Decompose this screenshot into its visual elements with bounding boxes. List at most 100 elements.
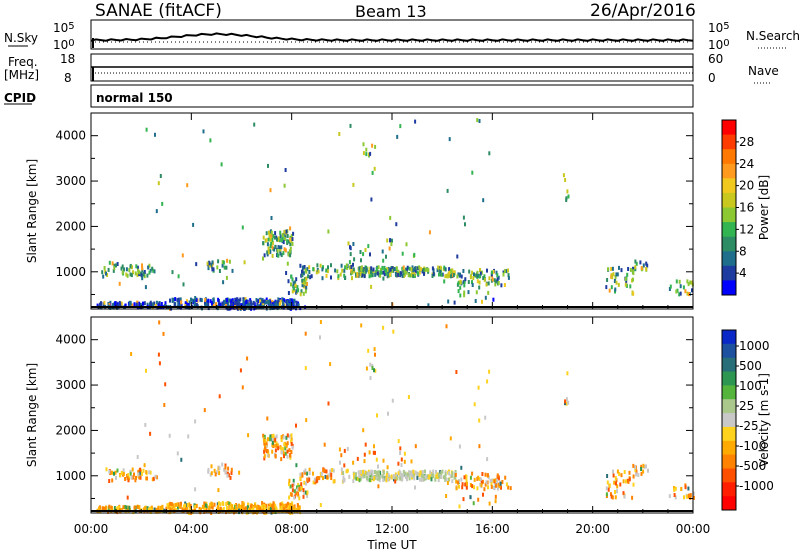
velocity-data-cell (355, 472, 357, 477)
velocity-data-cell (494, 499, 497, 504)
freq-label-1: Freq. (8, 55, 38, 69)
velocity-data-cell (382, 325, 385, 330)
velocity-colorbar-label: Velocity [m s-1] (757, 373, 771, 467)
velocity-data-cell (397, 461, 400, 466)
velocity-data-cell (372, 450, 375, 455)
velocity-data-cell (306, 477, 309, 482)
power-data-cell (483, 274, 486, 279)
velocity-data-cell (387, 472, 390, 477)
power-colorbar-segment (722, 280, 736, 296)
noise-tick-right-bottom: 100 (708, 38, 730, 52)
velocity-data-cell (370, 469, 373, 474)
velocity-data-cell (401, 476, 404, 481)
velocity-data-cell (449, 474, 452, 479)
power-ytick-label: 1000 (55, 265, 86, 279)
power-data-cell (397, 272, 400, 277)
velocity-colorbar-segment (722, 426, 736, 442)
velocity-data-cell (302, 488, 305, 493)
power-data-cell (432, 271, 435, 276)
velocity-data-cell (495, 483, 498, 488)
velocity-data-cell (303, 470, 306, 475)
velocity-data-cell (288, 482, 290, 487)
power-data-cell (437, 265, 440, 270)
power-data-cell (289, 253, 292, 258)
power-data-cell (137, 268, 140, 273)
power-data-cell (610, 267, 613, 271)
velocity-data-cell (142, 468, 145, 473)
power-ylabel: Slant Range [km] (25, 159, 39, 263)
velocity-data-cell (425, 474, 427, 479)
power-data-cell (617, 282, 620, 287)
power-data-cell (284, 234, 287, 239)
velocity-data-cell (287, 505, 290, 510)
velocity-data-cell (610, 494, 613, 499)
power-data-cell (297, 288, 300, 293)
power-data-cell (281, 238, 284, 242)
velocity-data-cell (685, 494, 688, 499)
velocity-data-cell (189, 503, 192, 508)
velocity-data-cell (428, 474, 431, 479)
power-data-cell (450, 269, 453, 274)
power-data-cell (136, 273, 139, 278)
power-data-cell (343, 273, 346, 278)
power-data-cell (686, 291, 689, 296)
velocity-data-cell (488, 501, 491, 506)
velocity-data-cell (158, 320, 161, 325)
velocity-data-cell (622, 491, 625, 496)
power-data-cell (625, 283, 628, 288)
power-data-cell (679, 284, 682, 289)
power-data-cell (618, 265, 620, 270)
power-data-cell (495, 270, 498, 275)
velocity-data-cell (313, 477, 316, 482)
velocity-data-cell (289, 503, 292, 508)
power-data-cell (471, 283, 474, 287)
velocity-data-cell (373, 347, 376, 352)
power-data-cell (478, 280, 481, 285)
power-data-cell (304, 280, 307, 285)
velocity-data-cell (408, 470, 411, 475)
velocity-data-cell (229, 475, 232, 480)
velocity-data-cell (137, 469, 140, 474)
power-data-cell (297, 303, 300, 308)
power-data-cell (141, 276, 144, 281)
velocity-data-cell (209, 502, 212, 507)
velocity-data-cell (486, 480, 489, 485)
power-data-cell (142, 272, 145, 277)
power-data-cell (259, 299, 262, 304)
velocity-data-cell (184, 507, 187, 512)
power-data-cell (493, 278, 496, 283)
power-data-cell (471, 280, 473, 285)
velocity-data-cell (434, 477, 437, 482)
velocity-data-cell (431, 473, 434, 478)
power-data-cell (223, 299, 226, 304)
power-data-cell (490, 270, 493, 275)
power-data-cell (123, 267, 125, 272)
velocity-data-cell (246, 505, 249, 510)
velocity-data-cell (356, 456, 359, 461)
power-data-cell (349, 123, 352, 128)
velocity-data-cell (219, 502, 222, 507)
velocity-data-cell (365, 470, 367, 475)
velocity-data-cell (343, 448, 346, 453)
power-data-cell (283, 247, 286, 252)
power-data-cell (460, 274, 463, 279)
power-data-cell (350, 265, 353, 269)
power-data-cell (356, 271, 359, 276)
power-data-cell (367, 244, 370, 249)
velocity-data-cell (115, 475, 117, 480)
power-data-cell (268, 230, 270, 235)
velocity-data-cell (263, 434, 266, 439)
power-data-cell (315, 270, 318, 275)
power-data-cell (336, 269, 339, 274)
power-ytick-label: 4000 (55, 129, 86, 143)
velocity-data-cell (674, 486, 677, 491)
velocity-data-cell (418, 472, 421, 477)
velocity-data-cell (130, 352, 133, 356)
velocity-data-cell (297, 494, 300, 498)
power-data-cell (255, 298, 258, 302)
power-data-cell (282, 240, 285, 245)
velocity-data-cell (382, 477, 385, 482)
power-data-cell (308, 265, 311, 270)
velocity-data-cell (421, 473, 424, 478)
velocity-data-cell (138, 471, 141, 476)
